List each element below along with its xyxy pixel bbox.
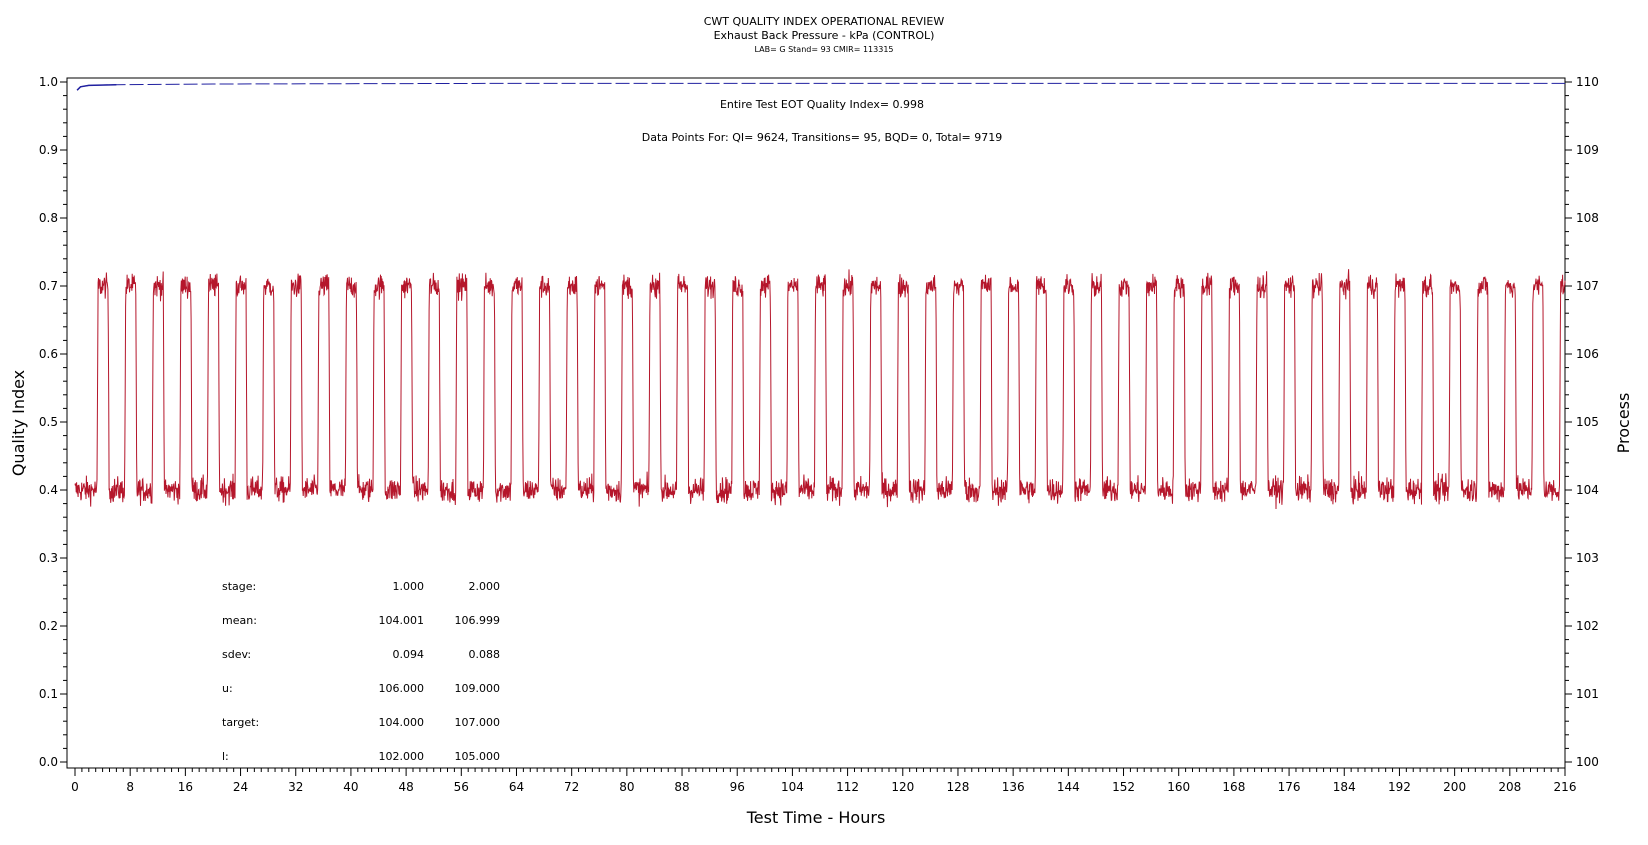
y-right-tick-label: 109 (1576, 143, 1599, 157)
stats-stage1-value: 104.001 (379, 614, 425, 627)
x-tick-label: 0 (71, 780, 79, 794)
x-tick-label: 72 (564, 780, 579, 794)
qi-annotation: Entire Test EOT Quality Index= 0.998 (720, 98, 924, 111)
x-tick-label: 80 (619, 780, 634, 794)
stats-row-label: stage: (222, 580, 256, 593)
y-axis-right-label: Process (1614, 393, 1633, 454)
x-tick-label: 88 (674, 780, 689, 794)
stats-row-label: l: (222, 750, 229, 763)
x-tick-label: 160 (1167, 780, 1190, 794)
x-tick-label: 176 (1278, 780, 1301, 794)
y-left-tick-label: 0.9 (39, 143, 58, 157)
y-right-tick-label: 101 (1576, 687, 1599, 701)
x-tick-label: 16 (178, 780, 193, 794)
chart-subsubtitle: LAB= G Stand= 93 CMIR= 113315 (754, 45, 893, 54)
x-tick-label: 96 (730, 780, 745, 794)
y-axis-right: 100 101 102 103 104 105 106 107 108 109 110 (1565, 75, 1599, 769)
y-left-tick-label: 0.3 (39, 551, 58, 565)
stats-stage1-value: 1.000 (393, 580, 425, 593)
x-tick-label: 200 (1443, 780, 1466, 794)
x-tick-label: 48 (398, 780, 413, 794)
y-left-tick-label: 0.4 (39, 483, 58, 497)
y-right-tick-label: 104 (1576, 483, 1599, 497)
x-tick-label: 168 (1222, 780, 1245, 794)
stats-stage2-value: 109.000 (455, 682, 501, 695)
y-left-tick-label: 0.1 (39, 687, 58, 701)
y-left-tick-label: 0.6 (39, 347, 58, 361)
stats-row-label: sdev: (222, 648, 251, 661)
y-left-tick-label: 1.0 (39, 75, 58, 89)
y-left-tick-label: 0.2 (39, 619, 58, 633)
y-right-tick-label: 102 (1576, 619, 1599, 633)
y-right-tick-label: 108 (1576, 211, 1599, 225)
x-tick-label: 216 (1554, 780, 1577, 794)
quality-index-series-line (76, 82, 1565, 91)
stats-stage1-value: 102.000 (379, 750, 425, 763)
y-right-tick-label: 105 (1576, 415, 1599, 429)
process-series-line (74, 269, 1566, 510)
quality-index-series-start (76, 83, 117, 91)
x-tick-label: 136 (1002, 780, 1025, 794)
stats-stage2-value: 106.999 (455, 614, 501, 627)
series-group (74, 82, 1566, 510)
x-tick-label: 24 (233, 780, 248, 794)
x-axis: 0 8 16 24 32 40 48 56 64 72 80 88 96 104 112 120 128 136 1… (71, 768, 1576, 794)
x-tick-label: 152 (1112, 780, 1135, 794)
y-right-tick-label: 100 (1576, 755, 1599, 769)
stats-stage1-value: 104.000 (379, 716, 425, 729)
x-tick-label: 208 (1498, 780, 1521, 794)
chart-subtitle: Exhaust Back Pressure - kPa (CONTROL) (714, 29, 935, 42)
x-tick-label: 112 (836, 780, 859, 794)
y-axis-left-label: Quality Index (9, 370, 28, 476)
stats-row-label: mean: (222, 614, 257, 627)
x-tick-label: 120 (891, 780, 914, 794)
x-axis-label: Test Time - Hours (746, 808, 886, 827)
chart-title: CWT QUALITY INDEX OPERATIONAL REVIEW (704, 15, 945, 28)
stats-stage1-value: 0.094 (393, 648, 425, 661)
stats-table: stage: 1.000 2.000 mean: 104.001 106.999 sdev:… (222, 580, 500, 763)
y-left-tick-label: 0.5 (39, 415, 58, 429)
x-tick-label: 184 (1333, 780, 1356, 794)
stats-row-label: target: (222, 716, 259, 729)
stats-row-label: u: (222, 682, 233, 695)
y-right-tick-label: 110 (1576, 75, 1599, 89)
stats-stage2-value: 0.088 (469, 648, 501, 661)
x-tick-label: 32 (288, 780, 303, 794)
data-points-annotation: Data Points For: QI= 9624, Transitions= … (642, 131, 1003, 144)
y-left-tick-label: 0.7 (39, 279, 58, 293)
x-tick-label: 64 (509, 780, 524, 794)
stats-stage2-value: 107.000 (455, 716, 501, 729)
x-tick-label: 128 (947, 780, 970, 794)
stats-stage1-value: 106.000 (379, 682, 425, 695)
stats-stage2-value: 105.000 (455, 750, 501, 763)
y-right-tick-label: 107 (1576, 279, 1599, 293)
y-left-tick-label: 0.0 (39, 755, 58, 769)
x-tick-label: 8 (126, 780, 134, 794)
y-axis-left: 0.0 0.1 0.2 0.3 0.4 0.5 0.6 0.7 0.8 0.9 1.0 (39, 75, 67, 769)
stats-stage2-value: 2.000 (469, 580, 501, 593)
x-tick-label: 104 (781, 780, 804, 794)
x-tick-label: 144 (1057, 780, 1080, 794)
x-tick-label: 192 (1388, 780, 1411, 794)
y-right-tick-label: 106 (1576, 347, 1599, 361)
plot-frame (66, 77, 1566, 769)
y-right-tick-label: 103 (1576, 551, 1599, 565)
x-tick-label: 56 (454, 780, 469, 794)
y-left-tick-label: 0.8 (39, 211, 58, 225)
x-tick-label: 40 (343, 780, 358, 794)
